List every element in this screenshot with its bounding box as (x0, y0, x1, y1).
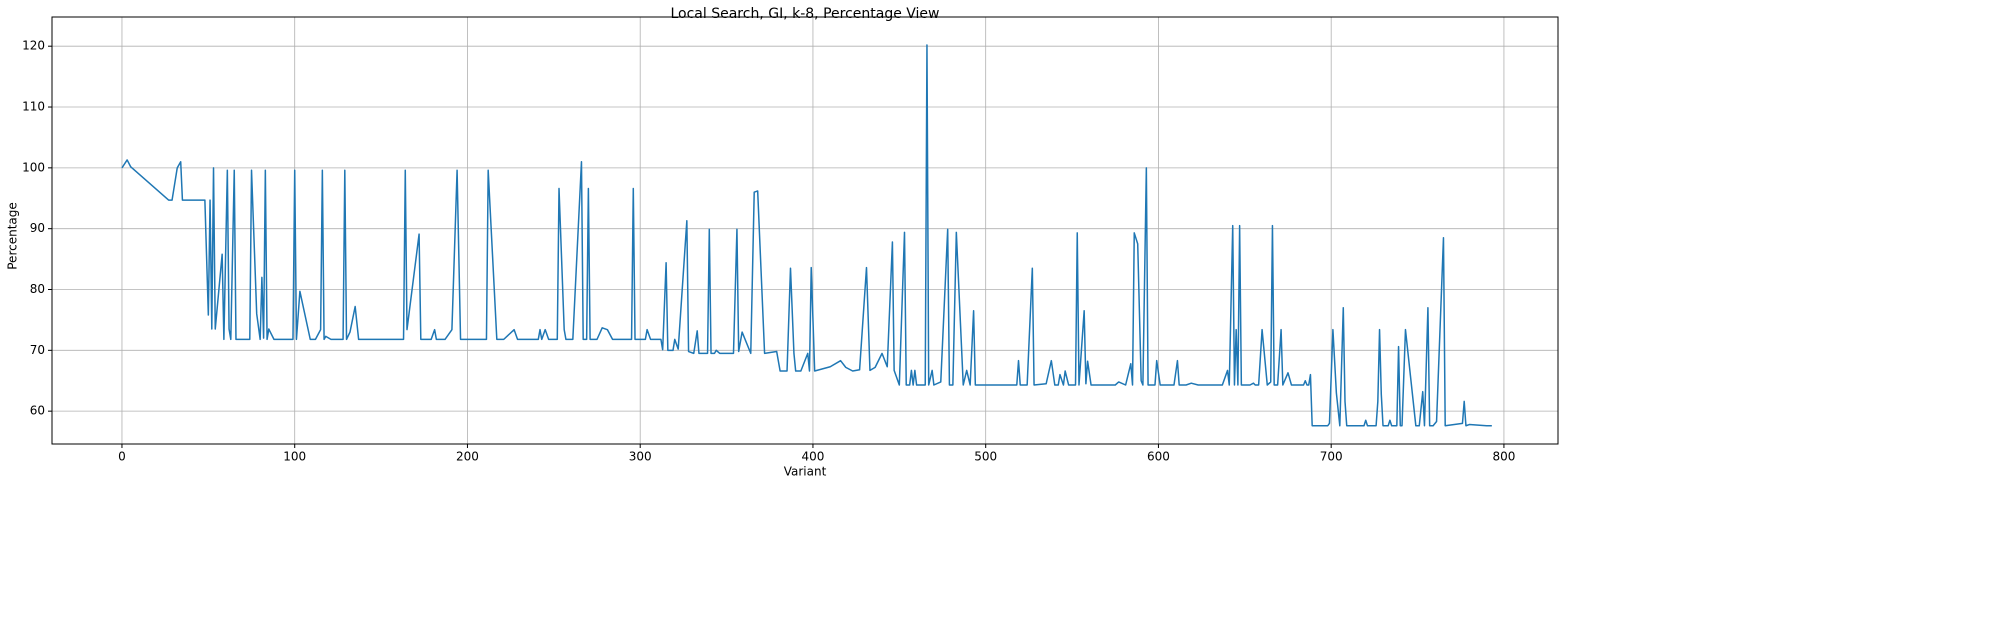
x-tick-label: 700 (1320, 450, 1343, 464)
x-tick-label: 100 (283, 450, 306, 464)
y-tick-label: 60 (30, 404, 45, 418)
plot (121, 44, 1492, 427)
plot-frame (51, 16, 1559, 445)
x-tick-label: 500 (974, 450, 997, 464)
x-tick-label: 800 (1492, 450, 1515, 464)
x-tick-label: 0 (118, 450, 126, 464)
chart-title: Local Search, GI, k-8, Percentage View (670, 6, 939, 22)
y-tick-label: 100 (22, 160, 45, 174)
y-tick-label: 90 (30, 221, 45, 235)
y-tick-label: 120 (22, 39, 45, 53)
grid (52, 17, 1558, 444)
y-axis-label: Percentage (6, 202, 20, 270)
y-tick-label: 70 (30, 343, 45, 357)
x-tick-label: 200 (456, 450, 479, 464)
x-tick-label: 600 (1147, 450, 1170, 464)
data-line (121, 44, 1492, 427)
y-tick-label: 80 (30, 282, 45, 296)
x-axis-label: Variant (784, 465, 827, 479)
y-tick-label: 110 (22, 100, 45, 114)
x-tick-label: 400 (801, 450, 824, 464)
x-tick-label: 300 (629, 450, 652, 464)
